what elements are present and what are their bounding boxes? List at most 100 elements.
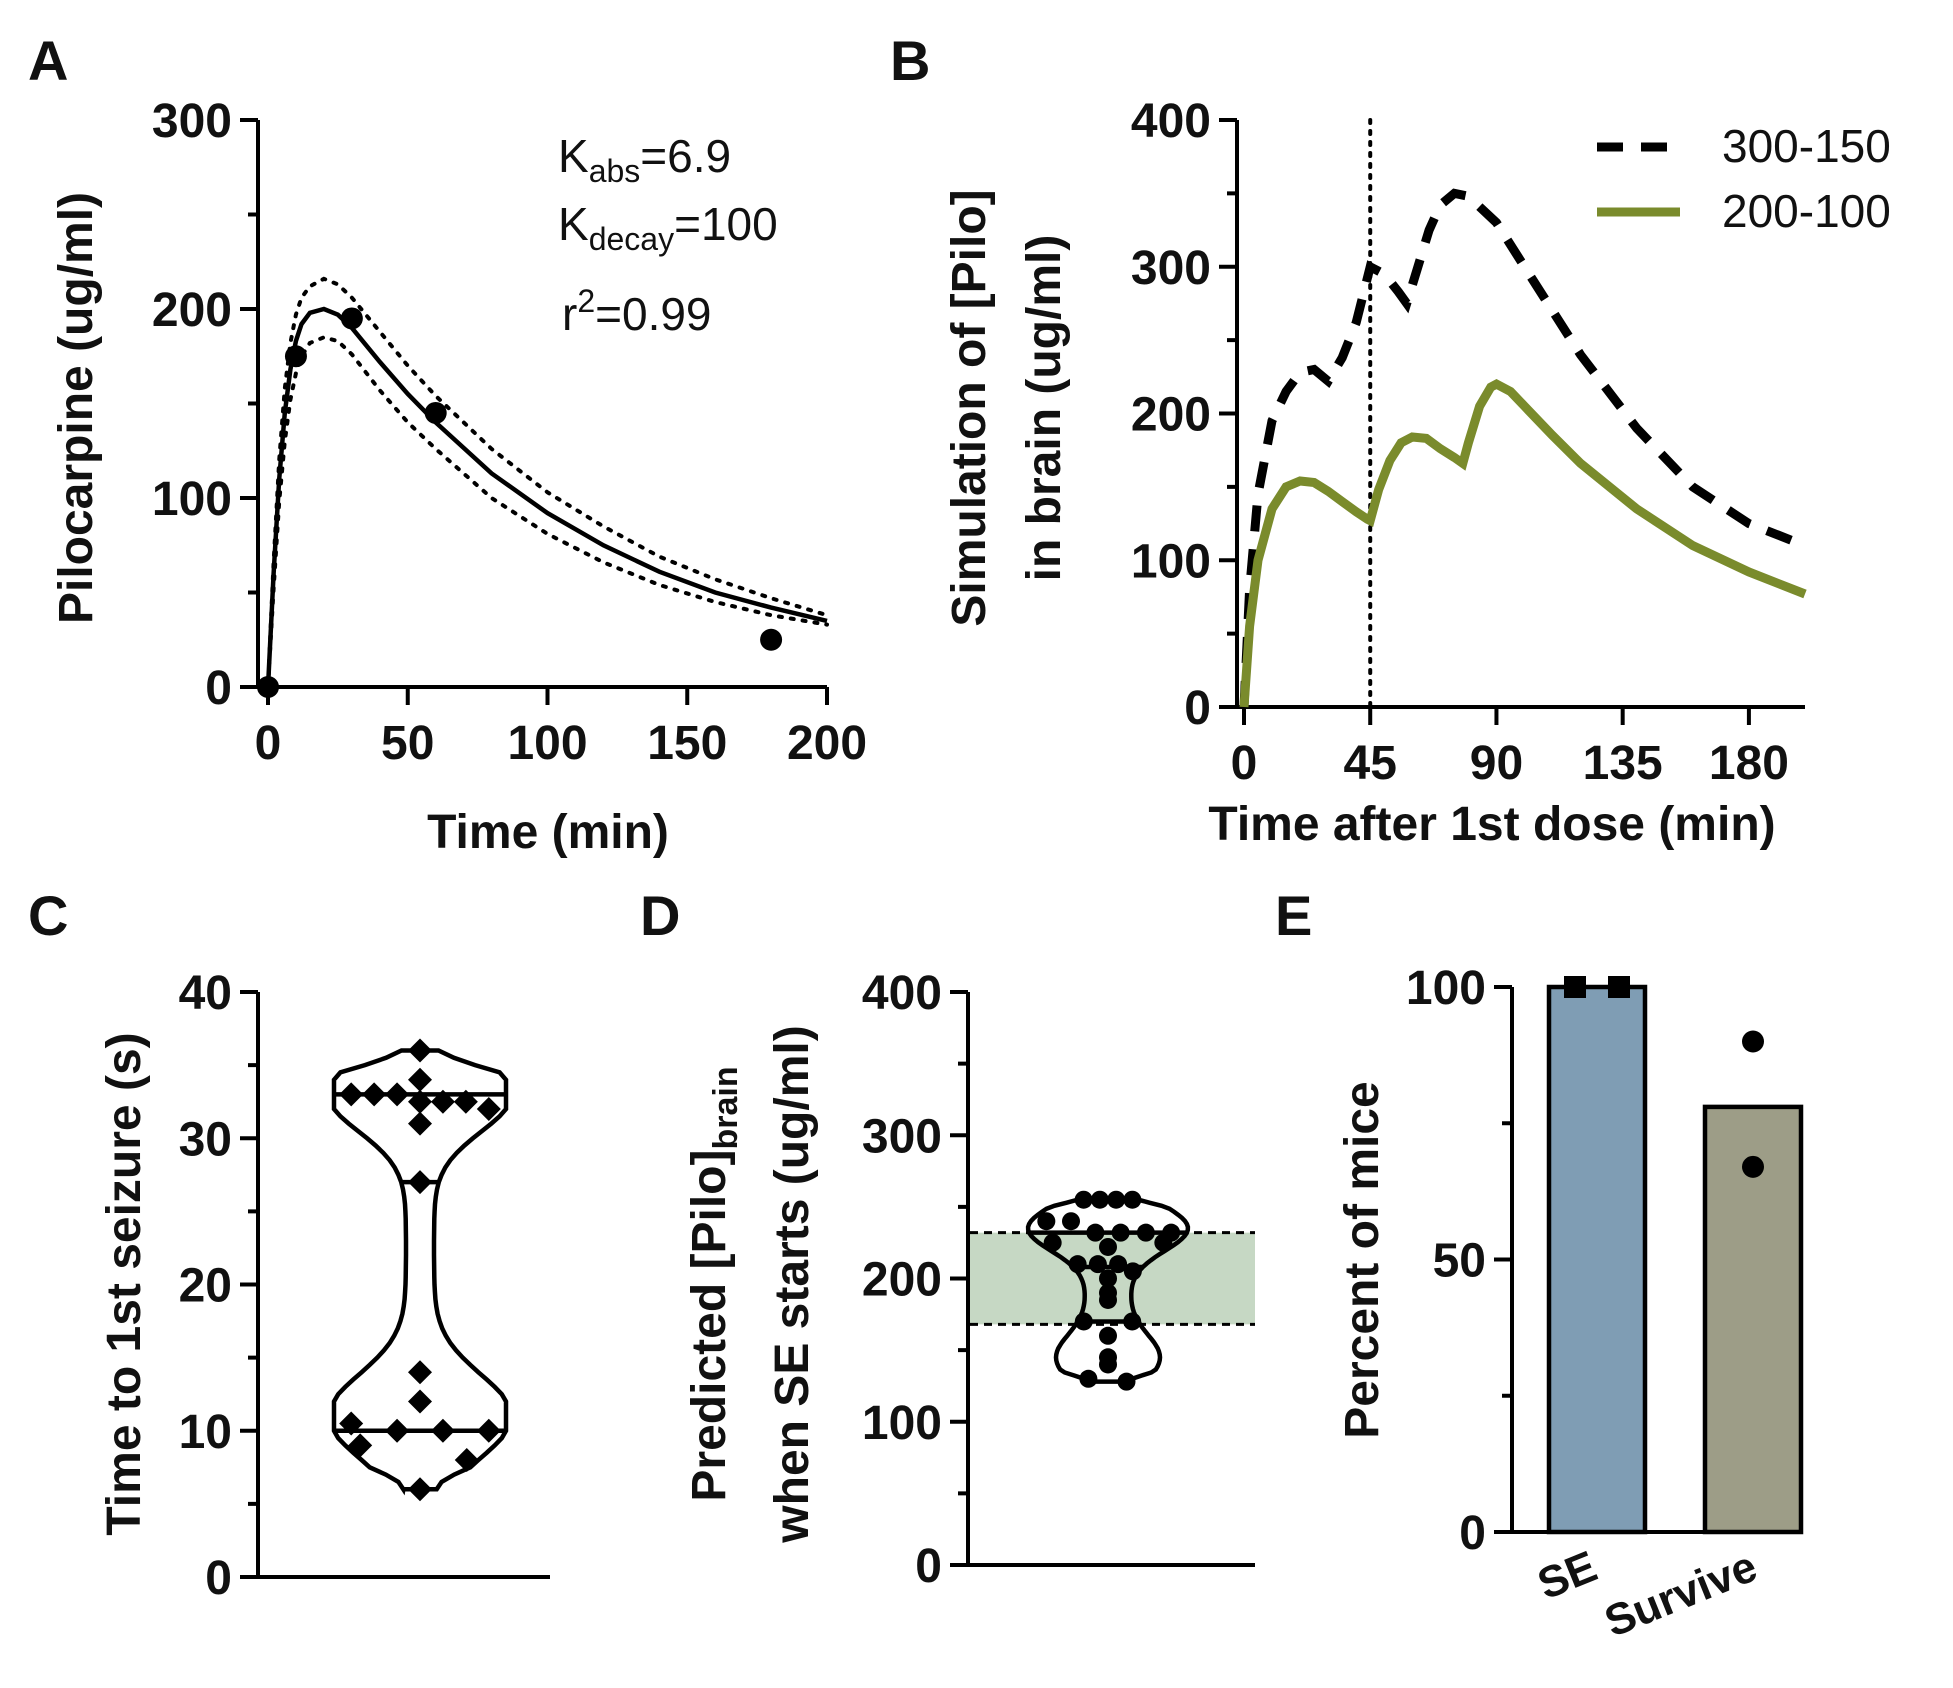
panel-b-xtick-label: 45: [1344, 737, 1397, 790]
panel-a-xtick-label: 150: [647, 717, 727, 770]
panel-b-xlabel: Time after 1st dose (min): [1208, 798, 1775, 851]
panel-c-data-point: [408, 1170, 432, 1195]
panel-b-legend: 300-150 200-100: [1597, 120, 1891, 237]
panel-d-ylabel-line2: when SE starts (ug/ml): [766, 1025, 819, 1543]
panel-c-data-point: [430, 1089, 455, 1114]
panel-b-ylabel-line2: in brain (ug/ml): [1018, 235, 1071, 582]
panel-b-xtick-label: 135: [1583, 737, 1663, 790]
panel-d-ytick-label: 400: [862, 967, 942, 1020]
panel-c-ytick-label: 40: [179, 967, 232, 1020]
panel-d-data-point: [1074, 1312, 1093, 1331]
panel-e-xtick-survive: Survive: [1598, 1542, 1764, 1647]
panel-a-xtick-label: 200: [787, 717, 867, 770]
panel-d-data-point: [1088, 1255, 1107, 1274]
panel-c-data-point: [408, 1089, 432, 1114]
panel-b-ytick-label: 400: [1131, 95, 1211, 148]
panel-a-data-point: [257, 676, 279, 698]
panel-d-data-point: [1111, 1223, 1130, 1242]
panel-a-chart: 0 100 200 300 0 50 100 150 200 Pilocarpine (ug/m…: [50, 95, 867, 859]
legend-200-100-label: 200-100: [1722, 185, 1891, 237]
panel-a-data-point: [424, 401, 447, 424]
panel-label-d: D: [640, 884, 680, 947]
panel-b-ytick-label: 300: [1131, 242, 1211, 295]
panel-c-data-point: [454, 1448, 479, 1472]
series-300-150-line: [1239, 188, 1807, 708]
panel-b-ytick-label: 100: [1131, 535, 1211, 588]
panel-b-chart: 0 100 200 300 400 0 45 90 135 180 Simulation of […: [943, 95, 1891, 851]
panel-e-chart: 0 50 100 Percent of mice SE Survive: [1336, 962, 1804, 1647]
panel-a-ci-lower: [266, 335, 829, 689]
panel-d-data-point: [1068, 1255, 1087, 1274]
panel-b-axes: [1235, 120, 1805, 709]
panel-c-ytick-label: 20: [179, 1260, 232, 1313]
panel-d-data-point: [1086, 1223, 1105, 1242]
panel-b-xtick-label: 180: [1709, 737, 1789, 790]
panel-d-data-point: [1107, 1190, 1126, 1209]
legend-300-150-label: 300-150: [1722, 120, 1891, 172]
panel-b-xtick-label: 90: [1470, 737, 1523, 790]
panel-c-data-point: [339, 1411, 364, 1436]
panel-e-ytick-label: 0: [1459, 1507, 1486, 1560]
panel-d-data-point: [1123, 1262, 1142, 1281]
panel-d-chart: 0 100 200 300 400 Predicted [Pilo]brain when…: [683, 967, 1255, 1593]
bar-se: [1546, 984, 1648, 1535]
panel-b-xtick-label: 0: [1231, 737, 1258, 790]
panel-label-a: A: [28, 29, 68, 92]
panel-b-ylabel-line1: Simulation of [Pilo]: [943, 189, 996, 626]
panel-d-ylabel-line1: Predicted [Pilo]brain: [683, 1066, 745, 1501]
panel-d-ytick-label: 300: [862, 1110, 942, 1163]
panel-d-data-point: [1037, 1212, 1056, 1231]
panel-c-data-point: [385, 1082, 410, 1107]
panel-c-data-point: [453, 1089, 478, 1114]
panel-d-ytick-label: 100: [862, 1397, 942, 1450]
panel-c-data-point: [385, 1418, 410, 1443]
panel-d-data-point: [1099, 1269, 1117, 1288]
panel-e-survive-data-point: [1742, 1030, 1764, 1053]
panel-d-ytick-label: 200: [862, 1254, 942, 1307]
panel-a-data-point: [340, 307, 363, 330]
panel-label-e: E: [1275, 884, 1312, 947]
panel-a-xtick-label: 50: [381, 717, 434, 770]
panel-c-data-point: [362, 1082, 387, 1107]
panel-label-c: C: [28, 884, 68, 947]
panel-c-ytick-label: 10: [179, 1406, 232, 1459]
panel-e-ytick-label: 100: [1406, 962, 1486, 1015]
annotation-k-decay: Kdecay=100: [558, 198, 778, 257]
panel-b-ytick-label: 200: [1131, 389, 1211, 442]
annotation-k-abs: Kabs=6.9: [558, 130, 731, 189]
panel-c-data-point: [408, 1067, 432, 1092]
panel-c-data-point: [430, 1418, 455, 1443]
panel-d-data-point: [1062, 1212, 1081, 1231]
panel-d-data-point: [1117, 1372, 1136, 1391]
panel-d-data-point: [1090, 1190, 1109, 1209]
panel-a-ytick-label: 200: [152, 284, 232, 337]
panel-a-ytick-label: 0: [205, 662, 232, 715]
panel-e-se-data-point: [1608, 976, 1630, 998]
panel-a-ylabel: Pilocarpine (ug/ml): [50, 192, 103, 624]
panel-a-xtick-label: 0: [255, 717, 282, 770]
panel-c-chart: 0 10 20 30 40 Time to 1st seizure (s): [98, 967, 550, 1605]
panel-d-data-point: [1099, 1283, 1117, 1302]
panel-c-data-point: [348, 1433, 373, 1458]
annotation-r2: r2=0.99: [562, 283, 712, 340]
panel-e-ytick-label: 50: [1433, 1235, 1486, 1288]
panel-e-xtick-se: SE: [1531, 1542, 1604, 1609]
series-200-100-line: [1239, 379, 1807, 708]
panel-a-fit-line: [265, 306, 828, 688]
panel-a-xtick-label: 100: [507, 717, 587, 770]
panel-d-data-point: [1099, 1348, 1117, 1367]
panel-d-data-point: [1079, 1369, 1098, 1388]
panel-c-data-point: [339, 1082, 364, 1107]
panel-a-ytick-label: 100: [152, 473, 232, 526]
panel-a-xlabel: Time (min): [427, 806, 669, 859]
panel-c-data-point: [408, 1360, 432, 1385]
panel-a-ci-upper: [266, 276, 829, 689]
panel-c-data-point: [476, 1418, 501, 1443]
panel-d-data-point: [1136, 1223, 1155, 1242]
panel-c-data-point: [408, 1389, 432, 1414]
panel-label-b: B: [890, 29, 930, 92]
panel-d-data-point: [1123, 1190, 1142, 1209]
panel-c-data-point: [408, 1477, 432, 1502]
panel-e-ylabel: Percent of mice: [1336, 1081, 1389, 1438]
